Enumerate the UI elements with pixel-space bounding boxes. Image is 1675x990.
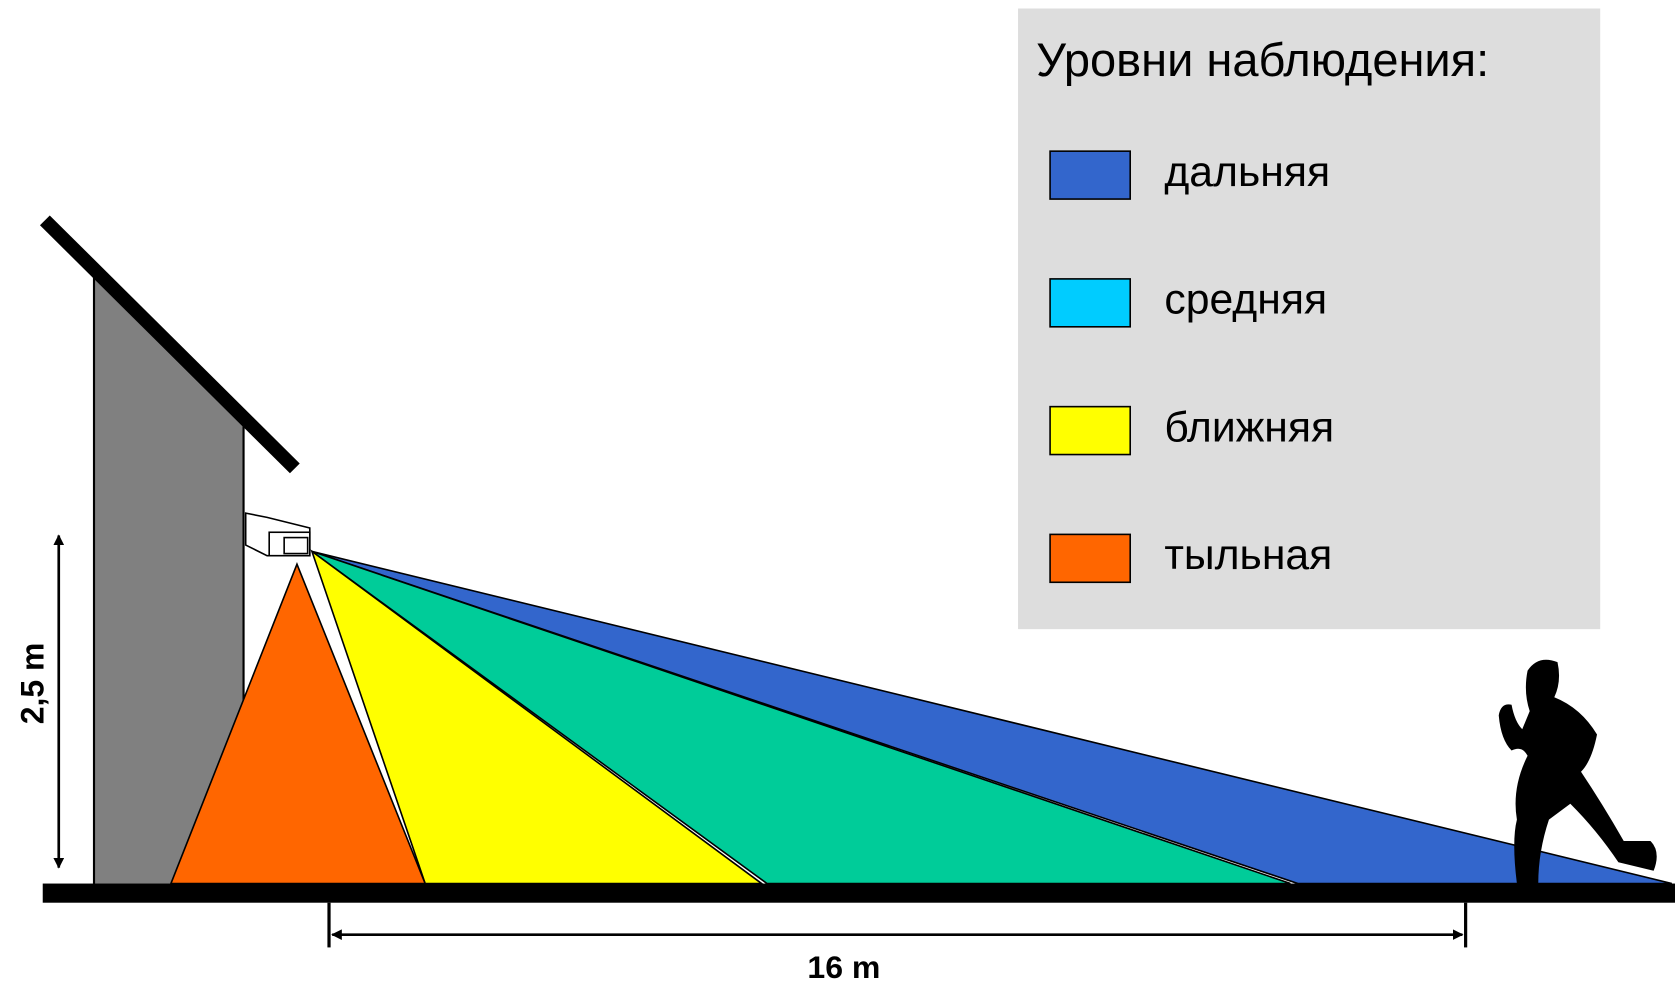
- roof: [39, 215, 300, 474]
- legend-items: дальняя средняя ближняя тыльная: [1049, 148, 1334, 584]
- legend-swatch: [1049, 150, 1131, 200]
- legend-swatch: [1049, 533, 1131, 584]
- legend-swatch: [1049, 278, 1131, 328]
- legend-swatch: [1049, 405, 1131, 456]
- legend-title: Уровни наблюдения:: [1036, 34, 1489, 86]
- ground: [42, 883, 1675, 903]
- height-label: 2,5 m: [15, 643, 51, 725]
- legend-label: тыльная: [1164, 531, 1332, 579]
- legend-label: ближняя: [1164, 403, 1334, 451]
- distance-label: 16 m: [807, 949, 880, 985]
- legend-label: средняя: [1164, 276, 1327, 324]
- sensor: [244, 512, 311, 557]
- runner: [1498, 659, 1657, 884]
- legend-label: дальняя: [1164, 148, 1330, 196]
